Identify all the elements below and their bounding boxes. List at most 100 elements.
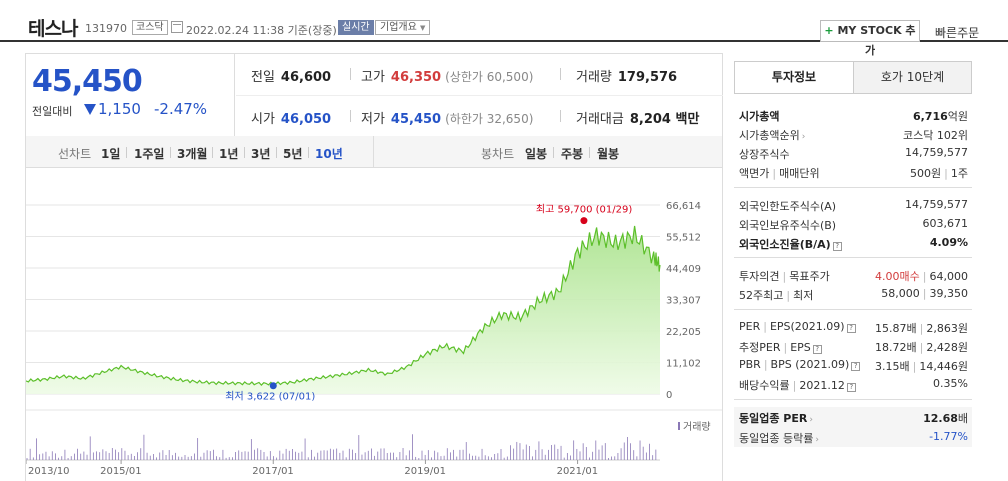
x-tick-label: 2021/01 [557, 466, 599, 477]
sector-per-row[interactable]: 동일업종 PER › 12.68배 [734, 407, 972, 427]
chevron-right-icon: › [815, 435, 819, 445]
tab-daily[interactable]: 일봉 [525, 147, 548, 161]
pbr-row: PBR | BPS (2021.09)? 3.15배 | 14,446원 [739, 358, 968, 373]
x-tick-label: 2017/01 [252, 466, 294, 477]
par-value-row: 액면가 | 매매단위 500원 | 1주 [739, 167, 968, 180]
change-label: 전일대비 [32, 105, 73, 118]
tab-5y[interactable]: 5년 [283, 147, 303, 161]
divider [734, 399, 972, 400]
invest-info-panel: 투자정보 호가 10단계 시가총액 6,716억원 시가총액순위 › 코스닥 10… [734, 61, 972, 451]
tab-orderbook[interactable]: 호가 10단계 [854, 62, 971, 93]
help-icon[interactable]: ? [832, 242, 842, 251]
y-tick-label: 33,307 [666, 296, 701, 307]
y-tick-label: 22,205 [666, 327, 701, 338]
y-tick-label: 66,614 [666, 201, 701, 212]
quote-high: 고가 46,350 (상한가 60,500) [361, 70, 534, 85]
divider [560, 110, 561, 122]
price-line [25, 225, 661, 386]
divider [212, 147, 213, 158]
divider [589, 147, 590, 158]
tab-3y[interactable]: 3년 [251, 147, 271, 161]
add-mystock-button[interactable]: + MY STOCK 추가 [820, 20, 920, 57]
high-annotation: 최고 59,700 (01/29) [536, 204, 632, 216]
quote-amount: 거래대금 8,204 백만 [576, 112, 700, 127]
invest-tabs: 투자정보 호가 10단계 [734, 61, 972, 94]
down-triangle-icon [84, 104, 96, 115]
volume-legend-label: 거래량 [683, 421, 711, 433]
price-chart[interactable]: 66,614 55,512 44,409 33,307 22,205 11,102 0 최고 … [25, 168, 723, 481]
realtime-button[interactable]: 실시간 [338, 20, 374, 35]
week52-row: 52주최고 | 최저 58,000 | 39,350 [739, 287, 968, 302]
chevron-right-icon: › [809, 415, 813, 425]
foreign-holding-row: 외국인보유주식수(B) 603,671 [739, 217, 968, 232]
divider [350, 110, 351, 122]
divider [276, 147, 277, 158]
tab-1y[interactable]: 1년 [219, 147, 239, 161]
sector-change-row[interactable]: 동일업종 등락률 › -1.77% [734, 427, 972, 447]
x-tick-label: 2019/01 [404, 466, 446, 477]
divider [560, 68, 561, 80]
tab-monthly[interactable]: 월봉 [597, 147, 620, 161]
divider [170, 147, 171, 158]
plus-icon: + [824, 24, 834, 37]
tab-1w[interactable]: 1주일 [134, 147, 165, 161]
caret-down-icon: ▼ [420, 24, 426, 32]
quote-prev-close: 전일 46,600 [251, 70, 332, 85]
line-chart-label: 선차트 [58, 147, 92, 161]
tab-invest-info[interactable]: 투자정보 [735, 62, 854, 93]
divider [734, 309, 972, 310]
divider [236, 95, 723, 96]
y-tick-label: 55,512 [666, 232, 701, 243]
divider [126, 147, 127, 158]
stock-header: 테스나 131970 코스닥 2022.02.24 11:38 기준(장중) 실… [0, 0, 1008, 57]
y-tick-label: 44,409 [666, 264, 701, 275]
quote-volume: 거래량 179,576 [576, 70, 678, 85]
current-price: 45,450 [32, 64, 143, 99]
per-row: PER | EPS(2021.09)? 15.87배 | 2,863원 [739, 320, 968, 335]
chart-period-tabs: 선차트 1일 1주일 3개월 1년 3년 5년 10년 봉차트 일봉 주봉 월봉 [25, 136, 723, 168]
market-cap-row: 시가총액 6,716억원 [739, 110, 968, 123]
help-icon[interactable]: ? [851, 362, 861, 371]
chevron-right-icon: › [801, 132, 806, 142]
tab-3m[interactable]: 3개월 [177, 147, 208, 161]
market-cap-rank-row[interactable]: 시가총액순위 › 코스닥 102위 [739, 129, 968, 142]
x-tick-label: 2015/01 [100, 466, 142, 477]
tab-10y[interactable]: 10년 [315, 147, 343, 161]
tab-weekly[interactable]: 주봉 [561, 147, 584, 161]
low-annotation: 최저 3,622 (07/01) [225, 391, 315, 403]
candle-chart-label: 봉차트 [481, 147, 515, 161]
quote-open: 시가 46,050 [251, 112, 332, 127]
quote-timestamp: 2022.02.24 11:38 기준(장중) [186, 24, 337, 37]
divider [734, 187, 972, 188]
divider [553, 147, 554, 158]
help-icon[interactable]: ? [846, 383, 856, 392]
stock-code: 131970 [85, 22, 127, 35]
opinion-row: 투자의견 | 목표주가 4.00매수 | 64,000 [739, 270, 968, 283]
est-per-row: 추정PER | EPS? 18.72배 | 2,428원 [739, 341, 968, 354]
calendar-icon [171, 21, 183, 33]
low-marker [269, 382, 277, 390]
help-icon[interactable]: ? [846, 324, 856, 333]
current-price-panel: 45,450 전일대비 1,150 -2.47% [26, 54, 235, 136]
foreign-ratio-row: 외국인소진율(B/A)? 4.09% [739, 236, 968, 251]
divider [373, 136, 374, 167]
divider [308, 147, 309, 158]
volume-legend-swatch [678, 422, 680, 430]
listed-shares-row: 상장주식수 14,759,577 [739, 146, 968, 161]
dividend-row: 배당수익률 | 2021.12? 0.35% [739, 377, 968, 392]
divider [734, 257, 972, 258]
quote-low: 저가 45,450 (하한가 32,650) [361, 112, 534, 127]
quick-order-link[interactable]: 빠른주문 [935, 26, 980, 40]
help-icon[interactable]: ? [812, 345, 822, 354]
tab-1d[interactable]: 1일 [101, 147, 121, 161]
price-change-pct: -2.47% [154, 100, 208, 118]
x-tick-label: 2013/10 [28, 466, 70, 477]
foreign-limit-row: 외국인한도주식수(A) 14,759,577 [739, 198, 968, 213]
high-marker [580, 217, 588, 225]
y-tick-label: 11,102 [666, 359, 701, 370]
company-info-dropdown[interactable]: 기업개요 ▼ [375, 20, 431, 35]
price-change: 1,150 [84, 100, 141, 118]
stock-name: 테스나 [28, 18, 78, 40]
price-summary: 45,450 전일대비 1,150 -2.47% 전일 46,600 고가 46,3… [25, 53, 723, 137]
price-area [26, 225, 660, 394]
